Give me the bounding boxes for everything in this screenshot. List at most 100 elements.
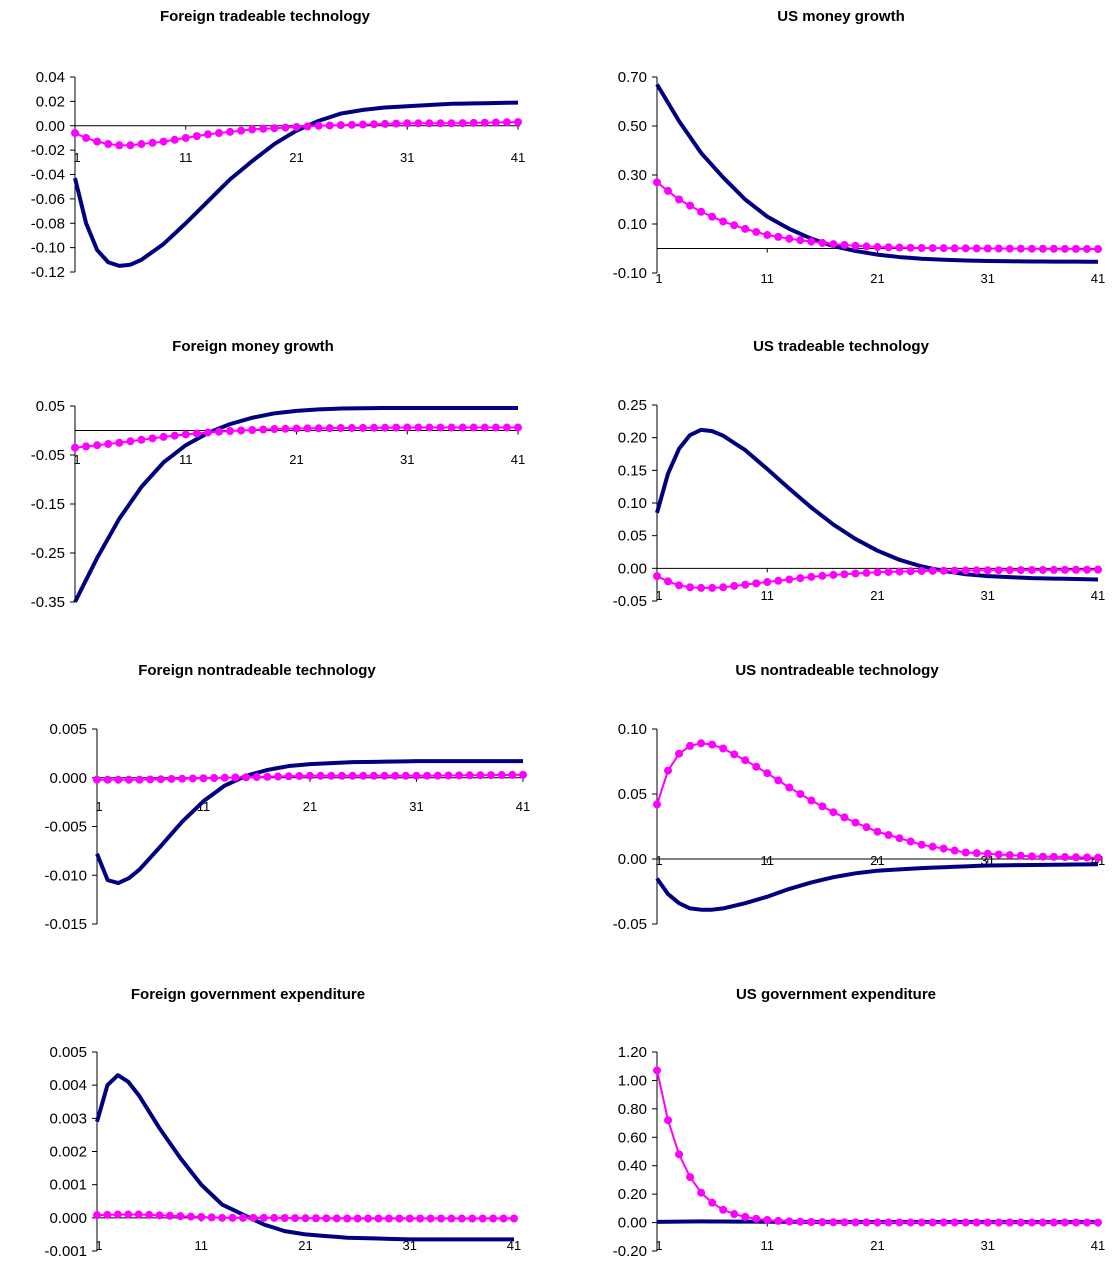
- series-marker: [499, 1214, 508, 1223]
- y-tick-label: 0.00: [36, 118, 65, 135]
- y-tick-label: 0.80: [618, 1101, 647, 1118]
- series-marker: [423, 771, 432, 780]
- series-marker: [457, 1214, 466, 1223]
- series-marker: [231, 773, 240, 782]
- series-marker: [447, 119, 456, 128]
- series-marker: [343, 1214, 352, 1223]
- series-marker: [939, 1218, 948, 1227]
- series-marker: [381, 423, 390, 432]
- y-tick-label: -0.08: [31, 215, 65, 232]
- series-marker: [752, 227, 761, 236]
- series-marker: [1094, 1218, 1102, 1227]
- series-marker: [314, 424, 323, 433]
- y-tick-label: 0.02: [36, 93, 65, 110]
- series-marker: [972, 849, 981, 858]
- series-marker: [884, 567, 893, 576]
- series-marker: [796, 574, 805, 583]
- y-tick-label: 0.004: [49, 1077, 87, 1094]
- series-marker: [785, 783, 794, 792]
- series-marker: [1016, 566, 1025, 575]
- series-marker: [928, 842, 937, 851]
- series-marker: [686, 1173, 695, 1182]
- series-marker: [741, 1212, 750, 1221]
- series-marker: [192, 132, 201, 141]
- series-marker: [291, 1214, 300, 1223]
- series-marker: [416, 1214, 425, 1223]
- series-marker: [884, 243, 893, 252]
- series-marker: [796, 236, 805, 245]
- series-marker: [741, 224, 750, 233]
- x-tick-label: 1: [73, 452, 80, 467]
- series-marker: [137, 435, 146, 444]
- series-marker: [104, 439, 113, 448]
- series-marker: [785, 1217, 794, 1226]
- series-marker: [167, 774, 176, 783]
- series-marker: [274, 772, 283, 781]
- series-marker: [741, 580, 750, 589]
- series-marker: [188, 774, 197, 783]
- series-marker: [181, 430, 190, 439]
- series-marker: [370, 423, 379, 432]
- chart-svg: 0.04 0.02 0.00 -0.02 -0.04 -0.06 -0.08 -0.10 -0.…: [31, 69, 525, 281]
- y-tick-label: 0.20: [618, 1186, 647, 1203]
- series-marker: [917, 566, 926, 575]
- series-marker: [1071, 853, 1080, 862]
- x-tick-label: 11: [195, 1238, 209, 1253]
- series-marker: [358, 423, 367, 432]
- series-marker: [851, 241, 860, 250]
- y-tick-label: 0.30: [618, 167, 647, 184]
- series-marker: [829, 570, 838, 579]
- series-marker: [186, 1212, 195, 1221]
- series-marker: [103, 775, 112, 784]
- y-tick-label: -0.25: [31, 545, 65, 562]
- series-line-navy: [95, 759, 523, 886]
- series-marker: [994, 566, 1003, 575]
- y-tick-label: 0.001: [49, 1177, 87, 1194]
- y-tick-label: 0.40: [618, 1158, 647, 1175]
- y-tick-label: 0.003: [49, 1110, 87, 1127]
- x-tick-label: 41: [1091, 1238, 1105, 1253]
- series-marker: [458, 119, 467, 128]
- x-tick-label: 11: [179, 452, 193, 467]
- series-marker: [369, 771, 378, 780]
- series-marker: [752, 762, 761, 771]
- series-line-magenta: [656, 1070, 1099, 1224]
- series-marker: [653, 1066, 661, 1075]
- series-marker: [1094, 565, 1102, 574]
- series-marker: [170, 431, 179, 440]
- series-marker: [686, 583, 695, 592]
- series-marker: [994, 1218, 1003, 1227]
- series-marker: [380, 771, 389, 780]
- x-tick-label: 11: [761, 1238, 775, 1253]
- series-marker: [155, 1211, 164, 1220]
- series-marker: [1082, 244, 1091, 253]
- series-marker: [93, 441, 102, 450]
- series-marker: [873, 1218, 882, 1227]
- series-marker: [237, 426, 246, 435]
- series-marker: [301, 1214, 310, 1223]
- series-marker: [719, 583, 728, 592]
- series-marker: [1082, 853, 1091, 862]
- x-tick-label: 41: [1091, 853, 1105, 868]
- y-tick-label: 0.10: [618, 216, 647, 233]
- series-marker: [950, 566, 959, 575]
- series-marker: [514, 423, 522, 432]
- series-marker: [124, 1210, 133, 1219]
- x-tick-label: 11: [761, 588, 775, 603]
- series-marker: [983, 566, 992, 575]
- series-line-magenta: [656, 181, 1099, 250]
- series-marker: [752, 579, 761, 588]
- series-marker: [199, 774, 208, 783]
- series-line-navy: [655, 83, 1099, 264]
- series-marker: [203, 130, 212, 139]
- series-marker: [178, 774, 187, 783]
- series-marker: [829, 1218, 838, 1227]
- series-marker: [763, 1216, 772, 1225]
- series-marker: [796, 1217, 805, 1226]
- series-marker: [983, 849, 992, 858]
- series-marker: [939, 244, 948, 253]
- y-tick-label: 0.50: [618, 118, 647, 135]
- series-marker: [840, 570, 849, 579]
- series-marker: [675, 749, 684, 758]
